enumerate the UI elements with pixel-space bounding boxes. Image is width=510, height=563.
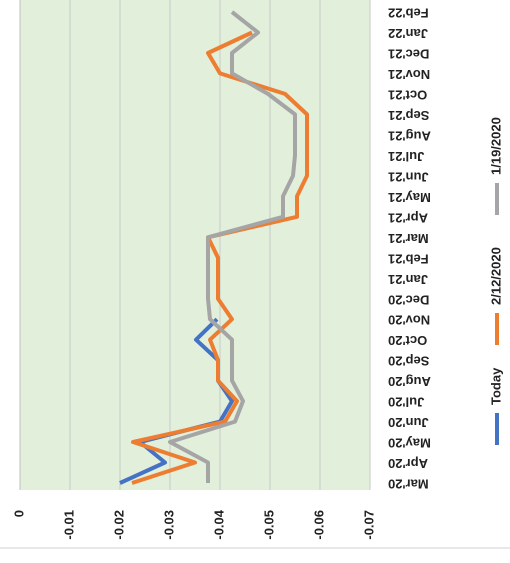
legend-label: 1/19/2020 bbox=[488, 117, 503, 175]
value-tick-label: -0.01 bbox=[61, 510, 76, 540]
category-label: Jul'21 bbox=[388, 149, 424, 164]
category-label: Dec'21 bbox=[388, 47, 429, 62]
category-label: Nov'20 bbox=[388, 313, 430, 328]
series-line bbox=[131, 30, 309, 485]
category-label: Feb'22 bbox=[388, 6, 429, 21]
category-label: May'21 bbox=[388, 190, 431, 205]
category-label: Nov'21 bbox=[388, 67, 430, 82]
value-tick-label: -0.02 bbox=[111, 510, 126, 540]
category-label: Apr'21 bbox=[388, 210, 428, 225]
value-tick-label: -0.04 bbox=[211, 509, 226, 539]
category-label: Jan'22 bbox=[388, 26, 428, 41]
category-label: Jun'21 bbox=[388, 169, 429, 184]
value-tick-label: -0.05 bbox=[261, 510, 276, 540]
value-tick-label: -0.06 bbox=[311, 510, 326, 540]
value-tick-label: -0.07 bbox=[361, 510, 376, 540]
value-tick-label: -0.03 bbox=[161, 510, 176, 540]
category-label: Aug'21 bbox=[388, 128, 431, 143]
legend-label: 2/12/2020 bbox=[488, 247, 503, 305]
category-label: Oct'21 bbox=[388, 87, 427, 102]
category-label: May'20 bbox=[388, 436, 431, 451]
category-label: Jan'21 bbox=[388, 272, 428, 287]
value-tick-label: 0 bbox=[11, 510, 26, 517]
category-label: Dec'20 bbox=[388, 292, 429, 307]
series-line bbox=[168, 10, 297, 483]
series-line bbox=[119, 317, 234, 485]
category-label: Jun'20 bbox=[388, 415, 429, 430]
category-label: Mar'20 bbox=[388, 477, 429, 492]
category-label: Aug'20 bbox=[388, 374, 431, 389]
category-label: Mar'21 bbox=[388, 231, 429, 246]
plot-area bbox=[20, 0, 370, 490]
legend-label: Today bbox=[488, 367, 503, 405]
category-label: Feb'21 bbox=[388, 251, 429, 266]
category-label: Jul'20 bbox=[388, 395, 424, 410]
category-label: Oct'20 bbox=[388, 333, 427, 348]
category-label: Sep'20 bbox=[388, 354, 429, 369]
category-label: Sep'21 bbox=[388, 108, 429, 123]
category-label: Apr'20 bbox=[388, 456, 428, 471]
